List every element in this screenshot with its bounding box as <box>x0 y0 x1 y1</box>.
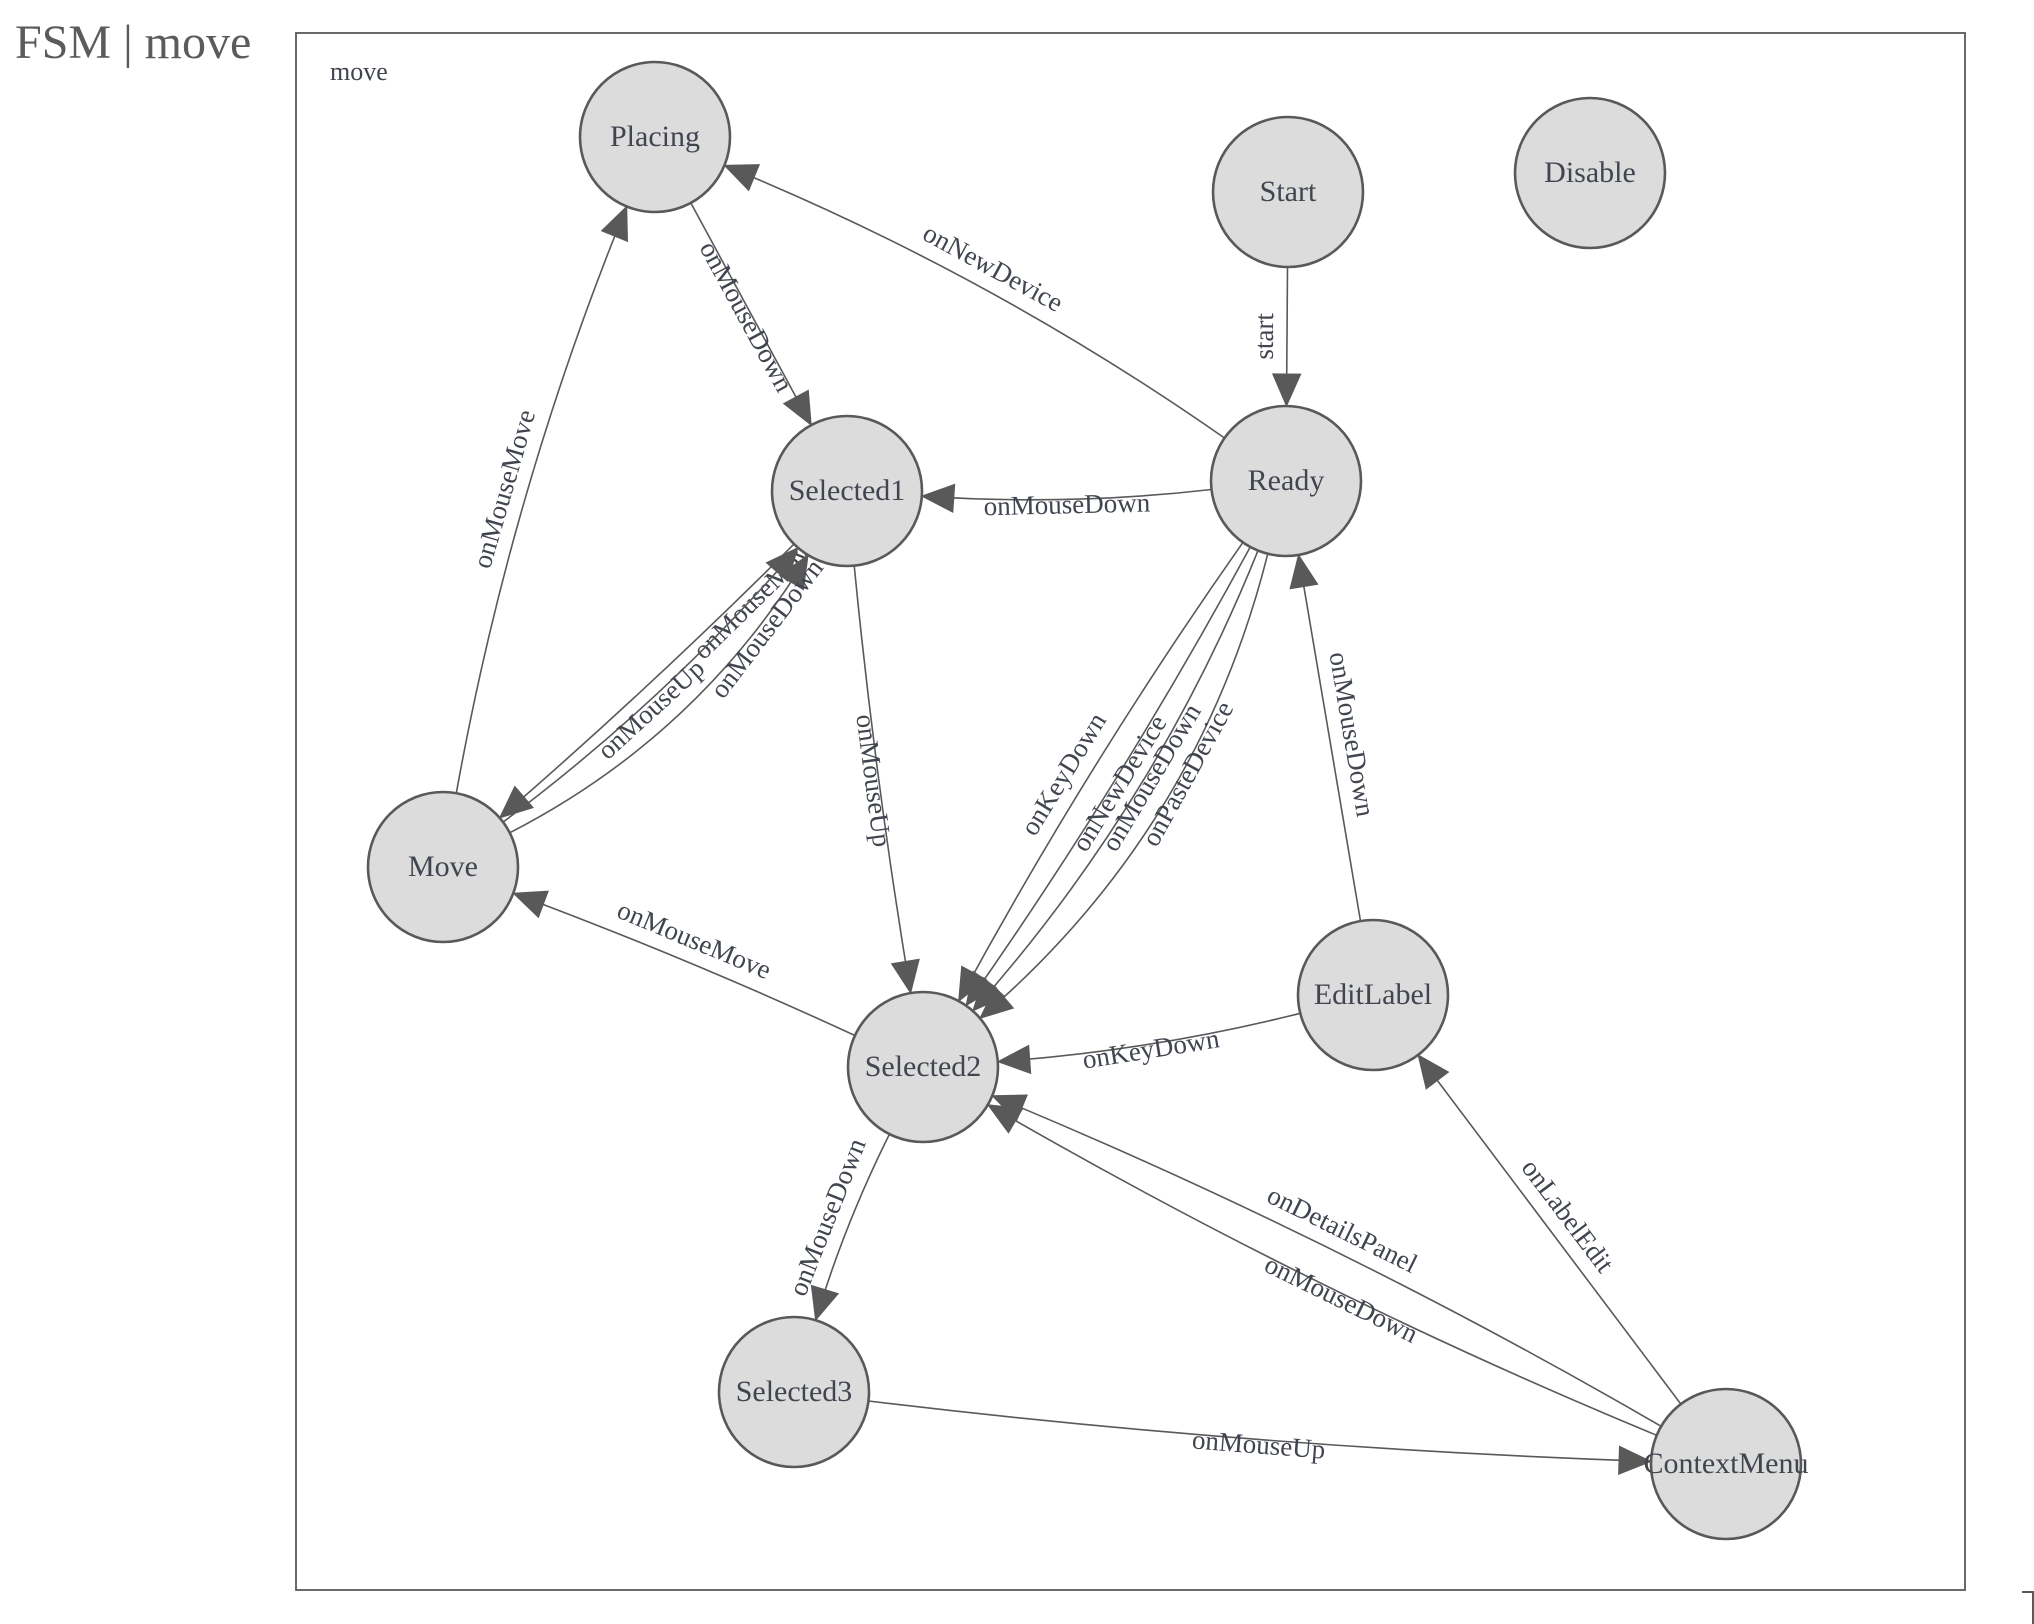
svg-text:start: start <box>1249 312 1279 359</box>
svg-text:onMouseDown: onMouseDown <box>694 236 800 397</box>
svg-text:Move: Move <box>408 850 478 883</box>
svg-text:onNewDevice: onNewDevice <box>918 217 1068 317</box>
svg-text:Ready: Ready <box>1248 464 1325 497</box>
svg-text:EditLabel: EditLabel <box>1314 978 1432 1011</box>
svg-text:onMouseDown: onMouseDown <box>983 488 1151 522</box>
svg-text:Selected1: Selected1 <box>789 474 906 507</box>
svg-text:Selected3: Selected3 <box>736 1375 853 1408</box>
svg-text:onMouseMove: onMouseMove <box>613 895 775 986</box>
svg-text:move: move <box>330 57 388 86</box>
svg-text:onMouseUp: onMouseUp <box>1191 1424 1326 1464</box>
svg-text:Disable: Disable <box>1544 156 1636 189</box>
svg-text:onMouseDown: onMouseDown <box>1324 650 1381 820</box>
svg-text:Placing: Placing <box>610 120 700 153</box>
svg-text:Start: Start <box>1260 175 1317 208</box>
svg-text:Selected2: Selected2 <box>865 1050 982 1083</box>
svg-text:onMouseMove: onMouseMove <box>467 406 541 571</box>
svg-text:onMouseDown: onMouseDown <box>783 1134 872 1300</box>
svg-text:onMouseUp: onMouseUp <box>591 653 710 765</box>
svg-text:onMouseUp: onMouseUp <box>850 712 897 848</box>
svg-text:onLabelEdit: onLabelEdit <box>1516 1153 1621 1278</box>
svg-text:onKeyDown: onKeyDown <box>1080 1023 1221 1075</box>
svg-text:ContextMenu: ContextMenu <box>1644 1447 1809 1480</box>
